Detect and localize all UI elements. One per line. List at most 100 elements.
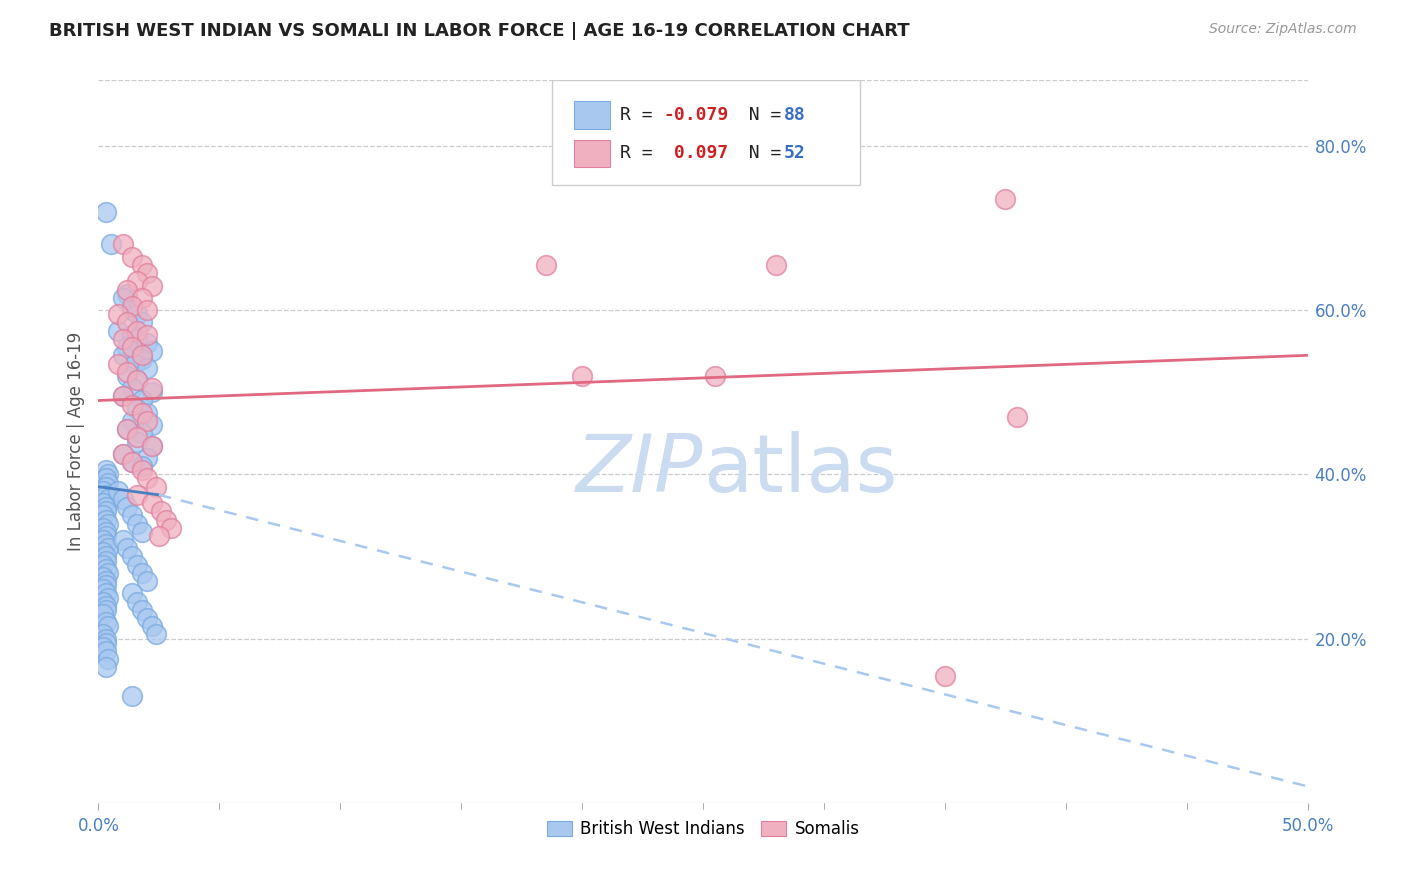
Point (111, 237, 134, 252)
Point (94, 603, 117, 617)
Point (131, 258, 153, 272)
Point (91, 508, 114, 523)
Text: R =: R = (620, 106, 664, 124)
Point (135, 471, 157, 485)
Point (94, 480, 117, 494)
Point (97, 516, 120, 531)
Point (127, 516, 149, 531)
Point (91, 640, 114, 654)
Point (121, 689, 143, 703)
Point (127, 373, 149, 387)
Point (121, 549, 143, 564)
Point (94, 660, 117, 674)
Point (121, 455, 143, 469)
Point (131, 406, 153, 420)
Point (131, 426, 153, 441)
Y-axis label: In Labor Force | Age 16-19: In Labor Force | Age 16-19 (66, 332, 84, 551)
Point (141, 385, 163, 400)
Text: ZIP: ZIP (575, 432, 703, 509)
Point (91, 607, 114, 621)
Point (91, 483, 114, 498)
Text: -0.079: -0.079 (664, 106, 728, 124)
Point (94, 471, 117, 485)
Point (94, 549, 117, 564)
Point (117, 500, 139, 515)
Point (121, 508, 143, 523)
Point (131, 348, 153, 362)
Text: atlas: atlas (703, 432, 897, 509)
Point (135, 303, 157, 318)
Point (121, 340, 143, 354)
Point (111, 389, 134, 403)
Point (111, 332, 134, 346)
Point (94, 488, 117, 502)
Point (127, 401, 149, 416)
Point (141, 619, 163, 633)
Point (111, 291, 134, 305)
Point (97, 491, 120, 506)
Point (534, 258, 557, 272)
Point (97, 475, 120, 490)
Legend: British West Indians, Somalis: British West Indians, Somalis (540, 814, 866, 845)
FancyBboxPatch shape (551, 80, 860, 185)
Point (91, 582, 114, 597)
Text: BRITISH WEST INDIAN VS SOMALI IN LABOR FORCE | AGE 16-19 CORRELATION CHART: BRITISH WEST INDIAN VS SOMALI IN LABOR F… (49, 22, 910, 40)
Point (135, 360, 157, 375)
Point (94, 553, 117, 567)
Point (121, 586, 143, 600)
Point (571, 368, 593, 383)
Point (111, 447, 134, 461)
Point (135, 574, 157, 588)
Point (117, 422, 139, 436)
Point (121, 414, 143, 428)
Point (94, 463, 117, 477)
Text: R =: R = (620, 145, 664, 162)
Point (131, 524, 153, 539)
Point (94, 504, 117, 518)
Point (107, 483, 129, 498)
Point (121, 250, 143, 264)
Text: 52: 52 (785, 145, 806, 162)
Point (94, 636, 117, 650)
Point (131, 393, 153, 408)
Point (121, 381, 143, 395)
Point (131, 352, 153, 367)
Point (121, 327, 143, 342)
Point (135, 266, 157, 280)
Point (127, 488, 149, 502)
Point (127, 307, 149, 321)
Point (97, 541, 120, 556)
Point (141, 381, 163, 395)
Point (121, 303, 143, 318)
Point (94, 537, 117, 551)
Point (934, 668, 956, 682)
Point (97, 591, 120, 605)
Point (127, 558, 149, 572)
Point (135, 327, 157, 342)
Point (91, 496, 114, 510)
Point (127, 332, 149, 346)
Point (117, 365, 139, 379)
Point (131, 463, 153, 477)
Point (135, 406, 157, 420)
Point (94, 524, 117, 539)
Point (97, 619, 120, 633)
Point (141, 418, 163, 433)
Point (91, 558, 114, 572)
Point (91, 545, 114, 559)
Text: N =: N = (727, 106, 793, 124)
Point (131, 603, 153, 617)
Point (91, 570, 114, 584)
Point (135, 414, 157, 428)
Point (107, 324, 129, 338)
Point (94, 529, 117, 543)
Point (155, 512, 177, 526)
Text: 0.097: 0.097 (664, 145, 728, 162)
Point (97, 652, 120, 666)
Point (111, 447, 134, 461)
Point (91, 533, 114, 547)
FancyBboxPatch shape (574, 139, 610, 167)
Point (111, 389, 134, 403)
Point (765, 258, 787, 272)
Point (135, 611, 157, 625)
